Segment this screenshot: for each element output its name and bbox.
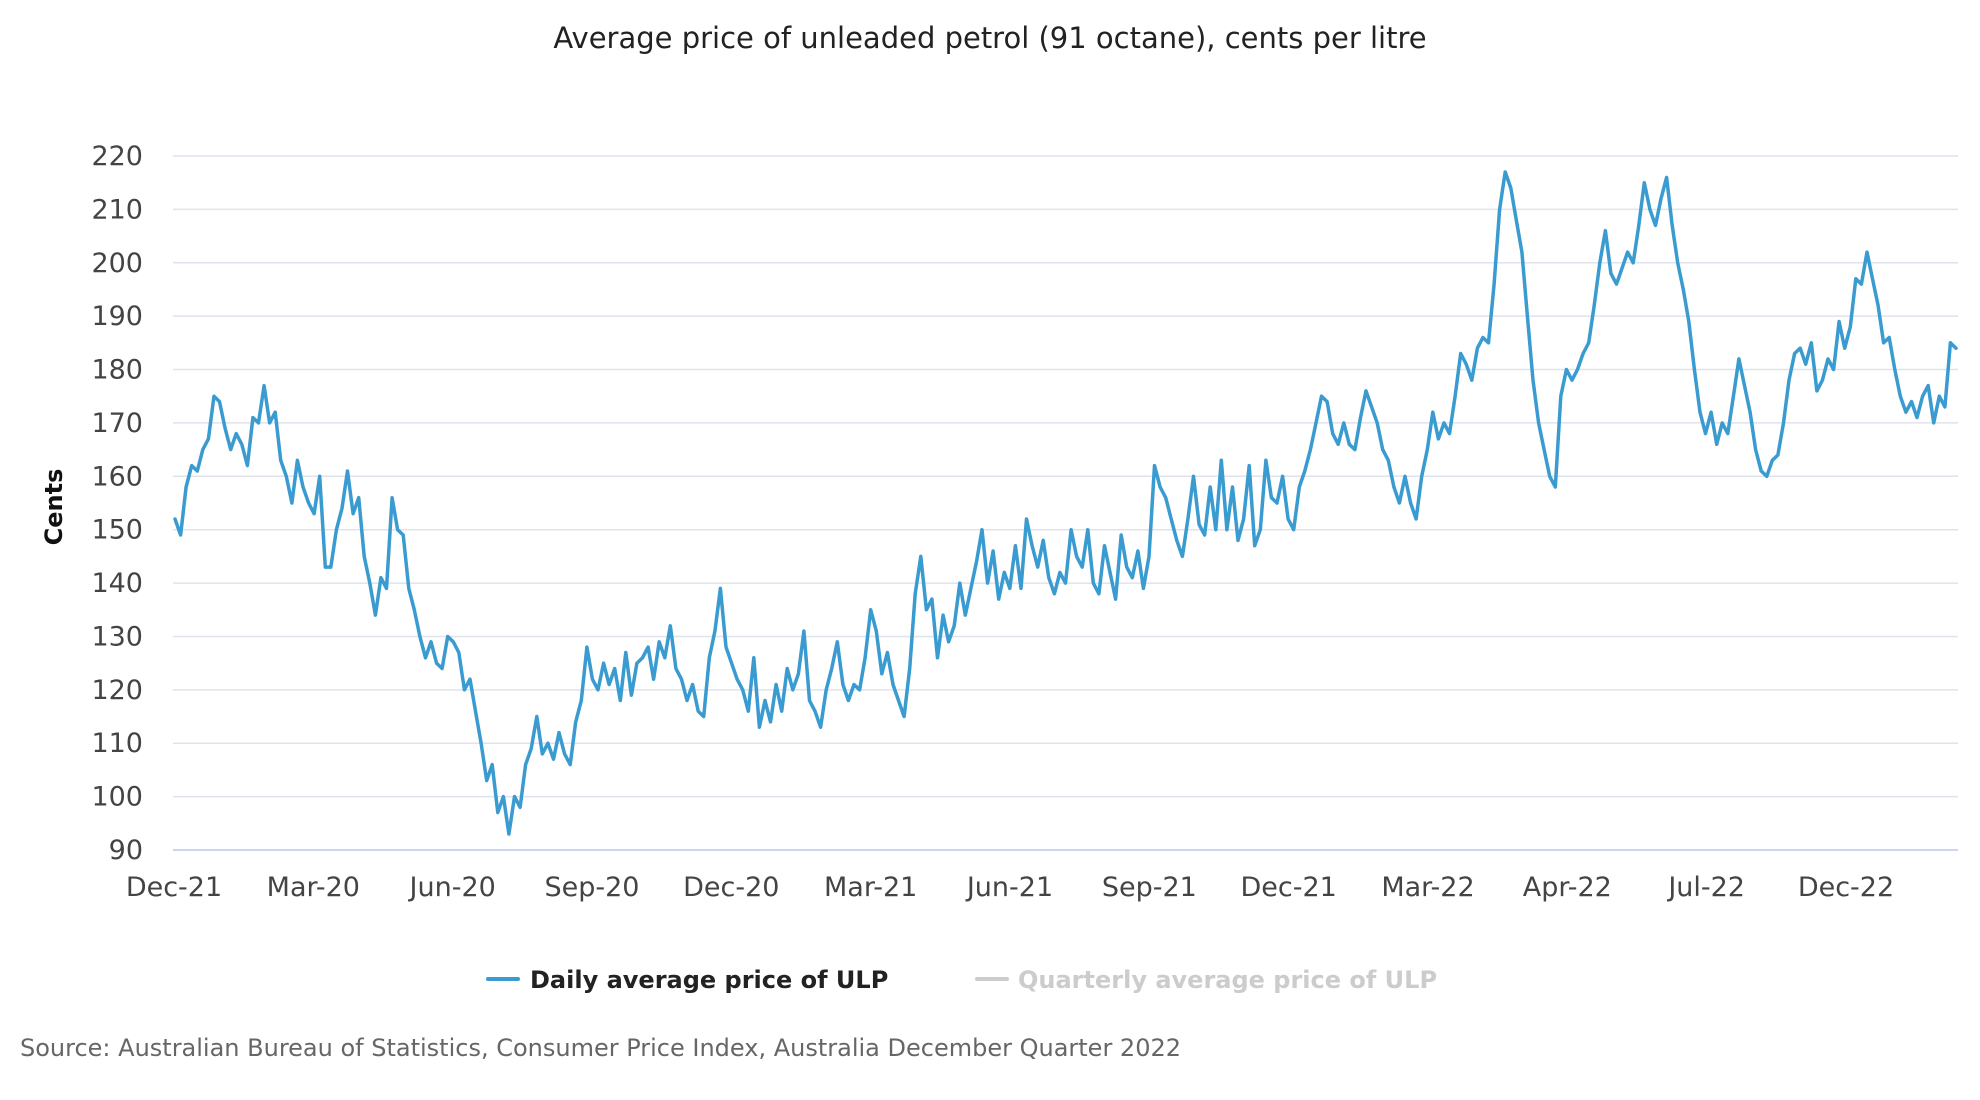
y-tick-label: 150 xyxy=(91,515,143,546)
source-note: Source: Australian Bureau of Statistics,… xyxy=(20,1034,1181,1062)
y-tick-label: 190 xyxy=(91,301,143,332)
x-tick-label: Sep-20 xyxy=(545,872,640,903)
x-tick-label: Jun-21 xyxy=(965,872,1053,903)
x-tick-label: Mar-21 xyxy=(824,872,917,903)
y-tick-label: 170 xyxy=(91,408,143,439)
y-tick-label: 160 xyxy=(91,461,143,492)
x-tick-label: Dec-22 xyxy=(1798,872,1894,903)
x-tick-label: Jul-22 xyxy=(1666,872,1745,903)
x-tick-label: Mar-20 xyxy=(267,872,360,903)
y-tick-label: 140 xyxy=(91,568,143,599)
y-tick-label: 110 xyxy=(91,728,143,759)
y-tick-label: 200 xyxy=(91,248,143,279)
series-layer xyxy=(173,170,1958,836)
y-tick-label: 120 xyxy=(91,675,143,706)
grid-lines xyxy=(173,155,1958,851)
y-tick-label: 220 xyxy=(91,141,143,172)
x-tick-labels: Dec-21 Mar-20 Jun-20 Sep-20 Dec-20 Mar-21 Jun-… xyxy=(126,872,1894,903)
x-tick-label: Sep-21 xyxy=(1102,872,1197,903)
legend-item-quarterly[interactable]: Quarterly average price of ULP xyxy=(975,966,1437,994)
legend: Daily average price of ULP Quarterly ave… xyxy=(486,966,1437,994)
x-tick-label: Apr-22 xyxy=(1523,872,1612,903)
y-tick-labels: 90 100 110 120 130 140 150 160 170 180 190 200 210 22… xyxy=(91,141,143,866)
y-tick-label: 130 xyxy=(91,621,143,652)
legend-label-daily: Daily average price of ULP xyxy=(530,966,888,994)
x-tick-label: Dec-20 xyxy=(683,872,779,903)
legend-item-daily[interactable]: Daily average price of ULP xyxy=(486,966,888,994)
y-tick-label: 180 xyxy=(91,355,143,386)
x-tick-label: Jun-20 xyxy=(408,872,496,903)
y-axis-label: Cents xyxy=(40,469,68,546)
series-line-daily-ulp[interactable] xyxy=(173,170,1958,836)
x-tick-label: Mar-22 xyxy=(1381,872,1474,903)
y-tick-label: 100 xyxy=(91,782,143,813)
y-tick-label: 90 xyxy=(109,835,143,866)
x-tick-label: Dec-21 xyxy=(126,872,222,903)
x-tick-label: Dec-21 xyxy=(1240,872,1336,903)
legend-label-quarterly: Quarterly average price of ULP xyxy=(1018,966,1437,994)
chart-title: Average price of unleaded petrol (91 oct… xyxy=(553,21,1426,55)
y-tick-label: 210 xyxy=(91,194,143,225)
